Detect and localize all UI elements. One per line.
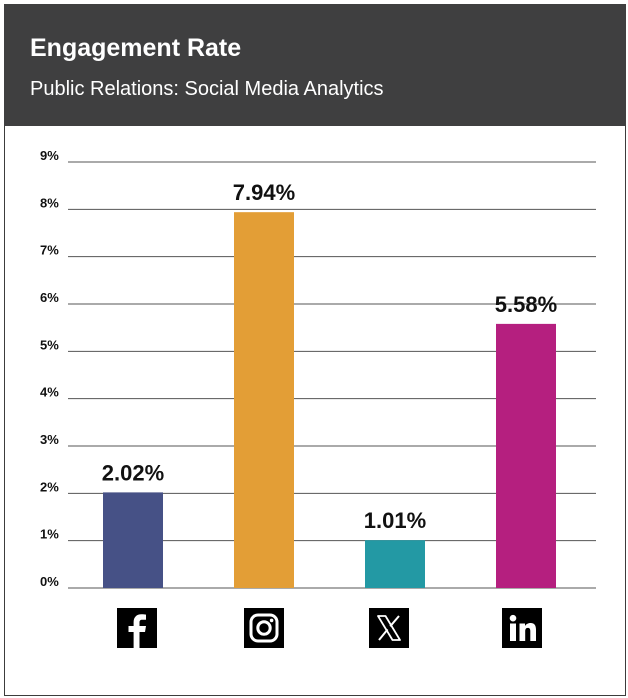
- y-tick-label: 0%: [40, 574, 59, 589]
- chart-header: Engagement Rate Public Relations: Social…: [4, 4, 626, 126]
- y-tick-label: 1%: [40, 527, 59, 542]
- chart-title: Engagement Rate: [30, 34, 242, 62]
- y-tick-label: 7%: [40, 243, 59, 258]
- bar-instagram: [234, 212, 294, 588]
- bar-x: [365, 540, 425, 588]
- value-label: 2.02%: [102, 460, 164, 485]
- y-tick-label: 4%: [40, 385, 59, 400]
- bar-facebook: [103, 492, 163, 588]
- y-tick-label: 5%: [40, 337, 59, 352]
- facebook-icon: [117, 608, 157, 648]
- instagram-icon: [244, 608, 284, 648]
- value-label: 7.94%: [233, 180, 295, 205]
- bar-linkedin: [496, 323, 556, 588]
- y-tick-label: 2%: [40, 479, 59, 494]
- linkedin-icon: [502, 608, 542, 648]
- value-label: 5.58%: [495, 292, 557, 317]
- y-tick-label: 3%: [40, 432, 59, 447]
- y-tick-label: 9%: [40, 148, 59, 163]
- chart-subtitle: Public Relations: Social Media Analytics: [30, 78, 384, 100]
- y-tick-label: 6%: [40, 290, 59, 305]
- y-tick-label: 8%: [40, 195, 59, 210]
- x-icon: [369, 608, 409, 648]
- value-label: 1.01%: [364, 508, 426, 533]
